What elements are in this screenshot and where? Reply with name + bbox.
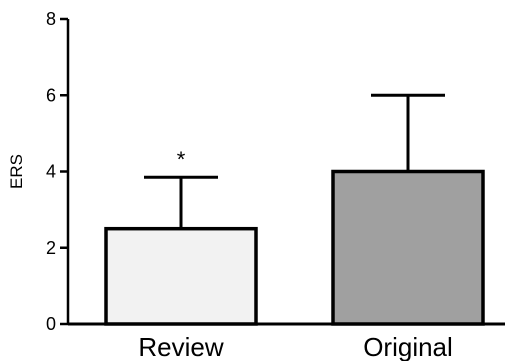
bars-group: * [68,93,505,326]
x-category-label-original: Original [363,332,453,361]
y-axis-label: ERS [7,154,26,189]
y-tick-label: 4 [46,162,56,182]
y-tick-label: 8 [46,9,56,29]
y-tick-label: 2 [46,238,56,258]
bar-review [104,226,258,326]
x-category-label-review: Review [138,332,223,361]
bar-original [331,169,485,326]
y-tick-label: 0 [46,314,56,334]
y-tick-label: 6 [46,85,56,105]
y-axis: 0 2 4 6 8 [46,9,70,334]
significance-marker: * [177,147,186,172]
x-axis-labels: Review Original [138,332,452,361]
